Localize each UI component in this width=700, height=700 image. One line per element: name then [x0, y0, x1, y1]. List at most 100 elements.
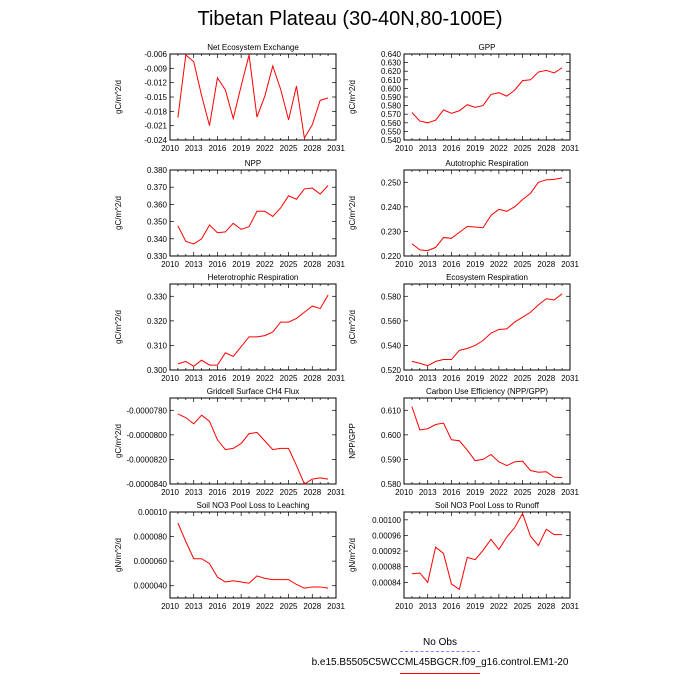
x-tick-label: 2022: [490, 374, 508, 383]
chart-title: Gridcell Surface CH4 Flux: [207, 387, 299, 396]
y-tick-label: 0.000080: [134, 533, 168, 542]
y-tick-label: 0.580: [381, 292, 402, 301]
x-tick-label: 2016: [443, 144, 461, 153]
plot-frame: [403, 397, 571, 485]
plot-frame: [169, 169, 337, 257]
x-tick-label: 2010: [395, 260, 413, 269]
series-line: [411, 67, 563, 124]
chart-panel: NPP gC/m^2/d 2010 2013 2016 2019 2022 2025 2028 2…: [114, 159, 345, 269]
x-tick-label: 2025: [514, 260, 532, 269]
x-tick-label: 2022: [256, 260, 274, 269]
y-tick-label: 0.610: [381, 406, 402, 415]
x-tick-label: 2010: [161, 144, 179, 153]
y-tick-label: 0.350: [147, 218, 168, 227]
x-tick-label: 2031: [327, 374, 345, 383]
chart-panel: Soil NO3 Pool Loss to Leaching gN/m^2/d 20…: [114, 501, 345, 611]
y-tick-label: 0.220: [381, 252, 402, 261]
x-tick-label: 2028: [537, 602, 555, 611]
y-tick-label: -0.0000780: [127, 406, 168, 415]
x-tick-label: 2025: [280, 488, 298, 497]
y-tick-label: 0.230: [381, 227, 402, 236]
x-tick-label: 2031: [327, 260, 345, 269]
x-tick-label: 2031: [327, 602, 345, 611]
x-tick-label: 2022: [256, 488, 274, 497]
x-tick-label: 2013: [419, 602, 437, 611]
y-tick-label: -0.009: [144, 64, 167, 73]
y-tick-label: 0.000060: [134, 557, 168, 566]
x-tick-label: 2028: [303, 374, 321, 383]
chart-title: GPP: [479, 43, 496, 52]
x-tick-label: 2010: [395, 374, 413, 383]
y-tick-label: -0.018: [144, 107, 167, 116]
page-title: Tibetan Plateau (30-40N,80-100E): [197, 8, 503, 30]
y-tick-label: 0.590: [381, 93, 402, 102]
x-tick-label: 2025: [280, 260, 298, 269]
y-tick-label: -0.0000800: [127, 431, 168, 440]
y-axis-label: gN/m^2/d: [348, 538, 357, 572]
y-tick-label: -0.021: [144, 122, 167, 131]
x-tick-label: 2010: [161, 602, 179, 611]
x-tick-label: 2028: [303, 144, 321, 153]
chart-title: Carbon Use Efficiency (NPP/GPP): [426, 387, 548, 396]
x-tick-label: 2016: [209, 260, 227, 269]
x-tick-label: 2028: [303, 488, 321, 497]
x-tick-label: 2025: [280, 374, 298, 383]
y-tick-label: 0.540: [381, 136, 402, 145]
y-tick-label: 0.380: [147, 166, 168, 175]
y-axis-label: gC/m^2/d: [348, 196, 357, 230]
y-tick-label: 0.00010: [138, 508, 167, 517]
x-tick-label: 2019: [466, 374, 484, 383]
plot-frame: [403, 53, 571, 141]
chart-panel: GPP gC/m^2/d 2010 2013 2016 2019 2022 2025 2028 2…: [348, 43, 579, 153]
y-tick-label: 0.240: [381, 203, 402, 212]
x-tick-label: 2028: [303, 260, 321, 269]
series-line: [177, 53, 329, 140]
y-tick-label: 0.00092: [372, 547, 401, 556]
x-tick-label: 2019: [466, 602, 484, 611]
x-tick-label: 2016: [443, 260, 461, 269]
x-tick-label: 2010: [395, 602, 413, 611]
chart-title: NPP: [245, 159, 261, 168]
x-tick-label: 2013: [185, 144, 203, 153]
y-tick-label: 0.600: [381, 84, 402, 93]
y-tick-label: 0.300: [147, 366, 168, 375]
y-tick-label: -0.024: [144, 136, 167, 145]
x-tick-label: 2013: [419, 260, 437, 269]
x-tick-label: 2013: [185, 260, 203, 269]
y-tick-label: 0.570: [381, 110, 402, 119]
series-line: [411, 406, 563, 479]
y-tick-label: 0.630: [381, 59, 402, 68]
x-tick-label: 2031: [561, 260, 579, 269]
y-axis-label: gC/m^2/d: [114, 310, 123, 344]
x-tick-label: 2022: [256, 602, 274, 611]
x-tick-label: 2016: [209, 602, 227, 611]
x-tick-label: 2010: [395, 488, 413, 497]
x-tick-label: 2022: [256, 374, 274, 383]
x-tick-label: 2028: [303, 602, 321, 611]
y-tick-label: 0.560: [381, 317, 402, 326]
series-line: [411, 293, 563, 367]
y-tick-label: 0.00096: [372, 531, 401, 540]
chart-panel: Ecosystem Respiration gC/m^2/d 2010 2013 201…: [348, 273, 579, 383]
y-axis-label: gC/m^2/d: [348, 80, 357, 114]
x-tick-label: 2031: [327, 488, 345, 497]
y-tick-label: 0.610: [381, 76, 402, 85]
series-line: [177, 185, 329, 245]
y-tick-label: 0.00100: [372, 516, 401, 525]
y-axis-label: gC/m^2/d: [348, 310, 357, 344]
x-tick-label: 2019: [466, 488, 484, 497]
y-tick-label: 0.320: [147, 317, 168, 326]
x-tick-label: 2016: [209, 488, 227, 497]
x-tick-label: 2019: [232, 144, 250, 153]
y-tick-label: 0.640: [381, 50, 402, 59]
y-axis-label: gC/m^2/d: [114, 196, 123, 230]
x-tick-label: 2025: [514, 144, 532, 153]
y-tick-label: 0.360: [147, 200, 168, 209]
x-tick-label: 2016: [443, 488, 461, 497]
x-tick-label: 2019: [232, 260, 250, 269]
y-tick-label: -0.0000840: [127, 480, 168, 489]
x-tick-label: 2031: [561, 488, 579, 497]
x-tick-label: 2016: [209, 144, 227, 153]
x-tick-label: 2013: [419, 144, 437, 153]
